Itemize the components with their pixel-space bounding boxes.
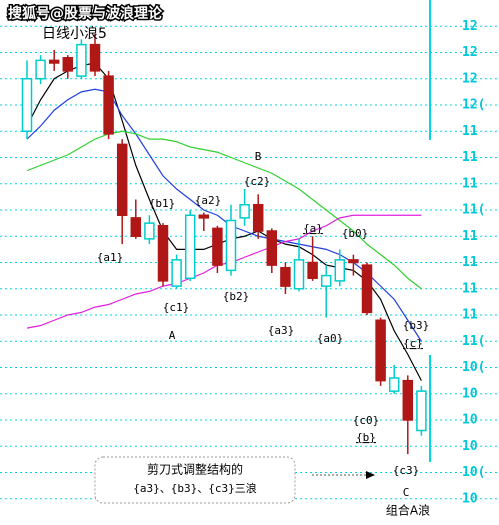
candle-body <box>171 259 182 287</box>
candle-body <box>103 75 114 135</box>
note-box <box>94 456 296 504</box>
y-tick-label: 11 <box>462 255 478 270</box>
candle-body <box>293 259 305 290</box>
y-tick-label: 11 <box>462 229 478 244</box>
moving-average <box>26 88 422 342</box>
y-tick-label: 10( <box>462 465 485 480</box>
y-tick-label: 11 <box>462 124 478 139</box>
y-tick-label: 12 <box>462 19 478 34</box>
wave-label: {a1} <box>97 251 124 264</box>
candle-body <box>280 267 291 287</box>
candle-body <box>48 59 60 64</box>
arrow-head <box>366 471 375 479</box>
note-line: {a3}、{b3}、{c3}三浪 <box>133 481 256 495</box>
y-tick-label: 11( <box>462 334 485 349</box>
candles <box>21 34 427 455</box>
candle-body <box>416 390 427 432</box>
candle-body <box>252 204 264 232</box>
wave-label: {a0} <box>317 332 344 345</box>
candle-body <box>184 214 196 279</box>
wave-label: {c0} <box>353 414 380 427</box>
candle-body <box>320 274 332 287</box>
candle-body <box>21 78 33 132</box>
wave-label: {b} <box>356 431 376 444</box>
candle-body <box>334 259 346 282</box>
candle-body <box>76 43 87 77</box>
wave-label: {a} <box>303 222 323 235</box>
candle-body <box>348 259 359 264</box>
wave-label: {b2} <box>223 290 250 303</box>
wave-label: {c} <box>403 337 423 350</box>
candle-body <box>307 261 318 279</box>
candle-body <box>35 59 46 80</box>
grid: 12 12 12 12( 11 11 11 11( 11 11 11 11 11( 10( 10 10 10 10… <box>0 19 499 506</box>
candle-body <box>402 379 414 421</box>
y-tick-label: 10( <box>462 360 485 375</box>
candle-body <box>212 227 223 266</box>
y-tick-label: 11( <box>462 203 485 218</box>
y-tick-label: 12( <box>462 98 485 113</box>
candle-body <box>62 57 74 72</box>
watermark: 搜狐号@股票与波浪理论 <box>8 5 163 22</box>
chart-title: 日线小浪5 <box>42 26 107 42</box>
y-tick-label: 11 <box>462 150 478 165</box>
candle-body <box>225 219 237 272</box>
y-tick-label: 10 <box>462 439 478 454</box>
note-line: 剪刀式调整结构的 <box>147 462 243 477</box>
candle-body <box>266 230 278 266</box>
candle-body <box>198 214 210 219</box>
y-tick-label: 11 <box>462 281 478 296</box>
wave-label: {c1} <box>163 301 190 314</box>
moving-average <box>26 130 422 290</box>
candle-body <box>130 217 142 237</box>
candle-body <box>375 319 386 382</box>
y-tick-label: 12 <box>462 45 478 60</box>
candle-body <box>157 225 169 282</box>
candle-body <box>116 143 128 216</box>
wave-label: {b0} <box>342 227 369 240</box>
y-tick-label: 10 <box>462 491 478 506</box>
candle-body <box>89 43 101 72</box>
y-tick-label: 11 <box>462 176 478 191</box>
wave-label: {a3} <box>268 324 295 337</box>
wave-label: B <box>255 150 262 163</box>
candle-body <box>388 377 400 392</box>
y-tick-label: 10 <box>462 413 478 428</box>
y-tick-label: 12 <box>462 71 478 86</box>
wave-label: {b3} <box>403 319 430 332</box>
wave-label: {c2} <box>244 175 271 188</box>
moving-averages <box>26 62 422 381</box>
candle-body <box>239 204 250 219</box>
wave-label: A <box>169 329 176 342</box>
wave-label: {c3} <box>393 464 420 477</box>
candle-body <box>144 222 155 240</box>
annotations: B {c2} {a2} {b1} {a1} {c1} A {b2} {a3} {a0} {a} {b0… <box>97 150 430 518</box>
wave-label: 组合A浪 <box>386 503 430 518</box>
candle-body <box>361 264 373 314</box>
wave-label: {a2} <box>195 194 222 207</box>
y-tick-label: 11 <box>462 308 478 323</box>
y-tick-label: 10 <box>462 386 478 401</box>
wave-label: {b1} <box>149 197 176 210</box>
moving-average <box>26 214 422 329</box>
wave-label: C <box>403 486 410 499</box>
moving-average <box>26 62 422 381</box>
